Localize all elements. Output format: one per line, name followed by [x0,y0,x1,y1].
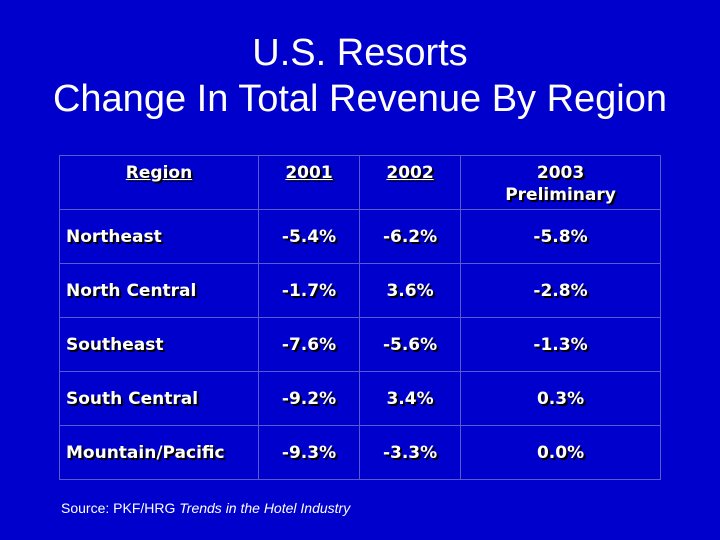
table-row: North Central -1.7% 3.6% -2.8% [59,263,661,318]
header-2003-label: 2003 Preliminary [505,163,616,205]
table-row: Northeast -5.4% -6.2% -5.8% [59,209,661,264]
value-2003-cell: -5.8% [460,209,661,264]
region-cell: South Central [59,371,259,426]
slide-title: U.S. Resorts Change In Total Revenue By … [0,30,720,122]
source-publication: Trends in the Hotel Industry [179,500,351,516]
title-line-1: U.S. Resorts [252,32,468,74]
value-2002-cell: -3.3% [359,425,462,480]
table-row: South Central -9.2% 3.4% 0.3% [59,371,661,426]
value-2001-cell: -5.4% [257,209,361,264]
value-2003-cell: 0.3% [460,371,661,426]
title-line-2: Change In Total Revenue By Region [52,78,668,120]
region-cell: Mountain/Pacific [59,425,259,480]
header-2003-preliminary: 2003 Preliminary [460,155,661,210]
region-cell: North Central [59,263,259,318]
header-2001: 2001 [257,155,361,210]
table-row: Southeast -7.6% -5.6% -1.3% [59,317,661,372]
region-cell: Northeast [59,209,259,264]
value-2003-cell: -2.8% [460,263,661,318]
source-citation: Source: PKF/HRG Trends in the Hotel Indu… [61,500,350,516]
header-region: Region [59,155,259,210]
value-2002-cell: 3.4% [359,371,462,426]
revenue-change-table: Region 2001 2002 2003 Preliminary Northe… [59,155,661,480]
table-row: Mountain/Pacific -9.3% -3.3% 0.0% [59,425,661,480]
table-header-row: Region 2001 2002 2003 Preliminary [59,155,661,210]
value-2003-cell: 0.0% [460,425,661,480]
source-prefix: Source: PKF/HRG [61,500,180,516]
value-2002-cell: -5.6% [359,317,462,372]
value-2002-cell: 3.6% [359,263,462,318]
value-2001-cell: -9.3% [257,425,361,480]
value-2001-cell: -7.6% [257,317,361,372]
value-2002-cell: -6.2% [359,209,462,264]
region-cell: Southeast [59,317,259,372]
value-2001-cell: -1.7% [257,263,361,318]
value-2001-cell: -9.2% [257,371,361,426]
value-2003-cell: -1.3% [460,317,661,372]
header-2002: 2002 [359,155,462,210]
